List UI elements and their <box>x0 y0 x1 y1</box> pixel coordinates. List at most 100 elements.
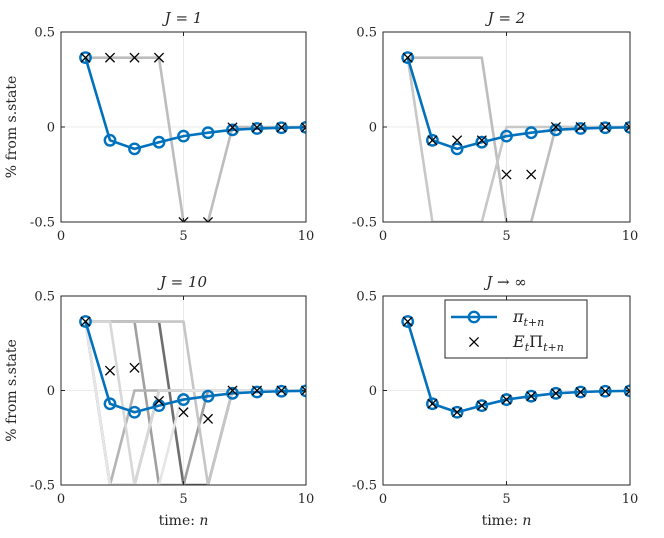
expectation-marker <box>251 122 263 133</box>
expectation-marker <box>501 169 512 180</box>
expectation-marker <box>104 365 116 376</box>
background-path-1 <box>407 56 630 222</box>
expectation-marker <box>178 216 189 222</box>
expectation-marker <box>427 135 438 146</box>
x-tick-label: 5 <box>179 229 187 244</box>
expectation-marker <box>227 122 238 133</box>
pi-marker <box>226 386 239 400</box>
expectation-marker <box>550 388 561 399</box>
pi-line <box>84 321 306 414</box>
y-tick-label: 0.5 <box>356 290 377 305</box>
pi-marker <box>128 142 141 156</box>
pi-marker <box>524 389 538 403</box>
expectation-marker <box>427 398 438 409</box>
panel-title: J = 10 <box>157 273 208 291</box>
expectation-marker <box>80 52 91 63</box>
plot-area <box>79 51 306 222</box>
legend: πt+n EtΠt+n <box>444 299 588 359</box>
background-path-1 <box>85 56 306 222</box>
pi-marker <box>177 129 190 143</box>
expectation-marker <box>402 316 413 327</box>
pi-line <box>406 57 630 151</box>
expectation-marker <box>129 362 140 373</box>
plot-area <box>401 315 630 419</box>
x-tick-label: 0 <box>379 229 387 244</box>
y-tick-label: -0.5 <box>352 216 377 231</box>
y-axis-label: % from s.state <box>4 339 20 441</box>
expectation-marker <box>402 52 413 63</box>
pi-marker <box>275 384 288 398</box>
x-tick-label: 0 <box>57 492 65 507</box>
y-tick-label: 0.5 <box>356 26 377 41</box>
pi-marker <box>500 129 513 143</box>
x-tick-label: 10 <box>298 229 315 244</box>
expectation-marker <box>227 385 238 396</box>
pi-marker <box>524 126 538 140</box>
expectation-marker <box>600 121 611 133</box>
y-tick-label: 0.5 <box>34 290 55 305</box>
pi-marker <box>103 397 117 411</box>
expectation-marker <box>129 52 140 63</box>
pi-marker <box>574 122 587 135</box>
pi-marker <box>79 51 92 65</box>
pi-marker <box>152 135 166 149</box>
pi-marker <box>425 397 439 411</box>
legend-box <box>444 299 588 359</box>
expectation-marker <box>550 121 561 133</box>
legend-expectation-marker <box>468 336 480 348</box>
expectation-marker <box>575 386 586 398</box>
y-tick-label: -0.5 <box>30 216 55 231</box>
panel-1: 0 5 100.50-0.5J = 1% from s.state <box>4 9 314 244</box>
background-path-2 <box>406 57 630 222</box>
x-tick-label: 0 <box>379 492 387 507</box>
expectation-marker <box>153 395 165 406</box>
pi-marker <box>549 386 563 400</box>
pi-marker <box>201 126 215 140</box>
pi-marker <box>201 389 215 403</box>
expectation-marker <box>526 391 537 402</box>
pi-line <box>406 321 630 414</box>
y-tick-label: 0 <box>47 384 55 399</box>
x-tick-label: 10 <box>622 229 639 244</box>
x-tick-label: 5 <box>502 492 510 507</box>
expectation-marker <box>276 385 287 396</box>
expectation-marker <box>476 400 487 411</box>
pi-marker <box>574 385 587 399</box>
pi-marker <box>177 393 190 406</box>
expectation-marker <box>202 413 214 424</box>
panel-title: J → ∞ <box>483 273 527 291</box>
x-tick-label: 5 <box>502 229 510 244</box>
panel-2: 0 5 100.50-0.5J = 2 <box>352 9 638 244</box>
expectation-marker <box>153 52 165 63</box>
pi-line <box>84 57 306 151</box>
x-axis-label: time: n <box>159 513 209 529</box>
pi-marker <box>549 123 563 137</box>
pi-marker <box>598 384 612 398</box>
expectation-marker <box>80 316 91 327</box>
y-tick-label: -0.5 <box>30 479 55 494</box>
pi-marker <box>401 315 415 328</box>
expectation-marker <box>300 385 306 396</box>
legend-expectation-label: EtΠt+n <box>512 332 564 354</box>
legend-pi-label: πt+n <box>512 307 544 329</box>
panel-title: J = 2 <box>485 9 526 27</box>
expectation-marker <box>476 135 487 146</box>
panel-title: J = 1 <box>162 9 203 27</box>
x-tick-label: 10 <box>298 492 315 507</box>
y-tick-label: 0 <box>47 121 55 136</box>
legend-pi-marker <box>467 310 481 324</box>
expectation-marker <box>202 216 214 222</box>
expectation-marker <box>526 169 537 180</box>
pi-marker <box>79 315 92 328</box>
x-tick-label: 5 <box>179 492 187 507</box>
expectation-marker <box>452 135 463 146</box>
expectation-marker <box>300 122 306 133</box>
expectation-marker <box>575 121 586 133</box>
expectation-marker <box>624 121 630 133</box>
plot-area <box>401 51 630 222</box>
expectation-marker <box>104 52 116 63</box>
pi-marker <box>475 135 489 149</box>
